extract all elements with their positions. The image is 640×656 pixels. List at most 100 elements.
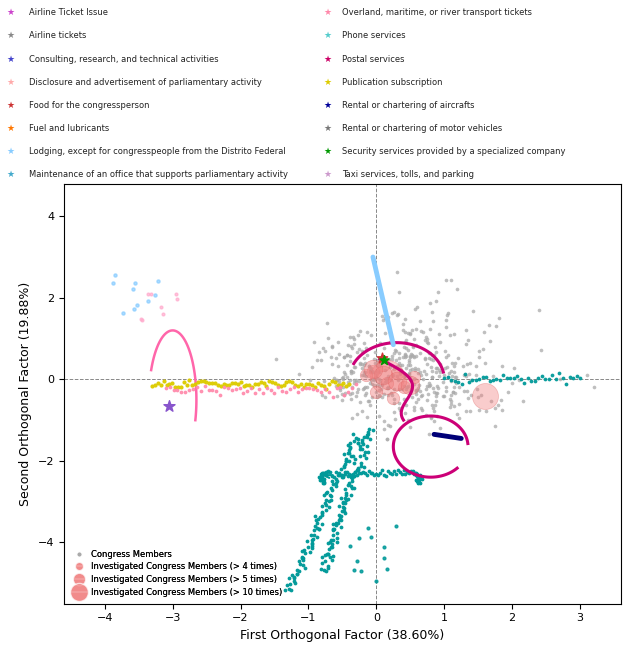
Point [377, 392, 387, 402]
Point [349, 436, 359, 446]
Point [330, 377, 340, 387]
Point [361, 370, 371, 380]
Point [416, 391, 426, 401]
Point [315, 473, 325, 483]
Point [339, 352, 349, 362]
Point [375, 375, 385, 386]
Point [246, 382, 257, 393]
Point [380, 312, 390, 323]
Point [415, 316, 425, 327]
Point [428, 355, 438, 365]
Point [408, 351, 419, 361]
Point [339, 367, 349, 377]
Point [331, 381, 341, 392]
Point [406, 466, 417, 476]
Point [296, 553, 307, 564]
Point [349, 564, 359, 575]
Point [415, 469, 425, 480]
Point [258, 388, 268, 398]
Point [371, 369, 381, 379]
Point [394, 287, 404, 297]
Point [481, 405, 491, 416]
Point [254, 384, 264, 394]
Point [534, 305, 545, 316]
Point [390, 469, 401, 480]
Point [335, 382, 346, 392]
Point [564, 372, 575, 382]
Point [333, 337, 343, 347]
Point [346, 443, 356, 453]
Point [332, 537, 342, 548]
Point [317, 470, 328, 480]
Point [375, 358, 385, 369]
Point [458, 386, 468, 396]
Point [523, 373, 533, 384]
Point [289, 573, 299, 583]
Point [267, 377, 277, 388]
Point [338, 382, 348, 393]
Point [398, 464, 408, 475]
Point [413, 476, 423, 487]
Point [333, 361, 343, 371]
Point [261, 380, 271, 391]
Point [294, 369, 304, 379]
Point [412, 384, 422, 395]
Point [369, 469, 380, 480]
Point [300, 563, 310, 573]
Point [324, 379, 334, 390]
Point [387, 308, 397, 318]
Point [363, 523, 373, 533]
Point [360, 390, 371, 400]
Text: ★: ★ [323, 9, 332, 17]
Point [242, 386, 252, 396]
Point [374, 381, 385, 392]
Point [419, 365, 429, 376]
Point [439, 391, 449, 401]
Point [238, 388, 248, 399]
Point [301, 379, 312, 389]
Point [355, 358, 365, 368]
Point [393, 373, 403, 384]
Point [377, 380, 387, 390]
Point [394, 348, 404, 359]
Point [379, 552, 389, 563]
Point [359, 367, 369, 377]
Point [330, 466, 340, 477]
Text: ★: ★ [6, 147, 15, 156]
Point [474, 404, 484, 415]
Point [394, 384, 404, 394]
Point [343, 494, 353, 504]
Point [373, 469, 383, 480]
Point [347, 381, 357, 392]
Point [358, 450, 369, 461]
Point [378, 314, 388, 325]
Point [479, 327, 489, 337]
Point [317, 501, 327, 511]
Point [416, 326, 426, 337]
Point [224, 380, 234, 390]
Point [392, 368, 402, 379]
Point [575, 373, 585, 383]
Point [364, 429, 374, 440]
Point [318, 381, 328, 392]
Point [568, 373, 578, 384]
Point [306, 530, 316, 541]
Point [405, 371, 415, 382]
Point [408, 341, 419, 352]
Point [179, 377, 189, 388]
Point [435, 337, 445, 348]
Point [497, 361, 507, 371]
Point [337, 502, 348, 513]
Point [334, 469, 344, 480]
Point [230, 377, 240, 388]
Point [526, 376, 536, 386]
Point [440, 321, 451, 332]
Point [181, 380, 191, 390]
Point [451, 379, 461, 389]
Point [392, 376, 402, 386]
Point [432, 411, 442, 421]
Point [367, 379, 378, 389]
Point [118, 308, 128, 319]
Point [340, 495, 351, 505]
Point [431, 367, 441, 377]
